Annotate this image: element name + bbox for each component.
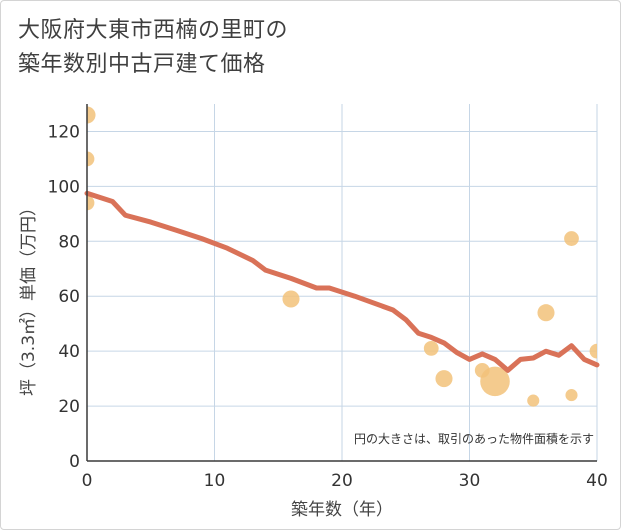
x-tick-label: 20 <box>331 471 353 491</box>
chart-title-line2: 築年数別中古戸建て価格 <box>18 52 266 77</box>
size-legend-note: 円の大きさは、取引のあった物件面積を示す <box>354 431 594 446</box>
x-axis-title: 築年数（年） <box>291 500 393 520</box>
y-tick-label: 0 <box>69 452 80 472</box>
y-tick-label: 60 <box>58 287 80 307</box>
trend-line <box>84 190 600 373</box>
x-tick-label: 10 <box>204 471 226 491</box>
scatter-points <box>87 106 597 407</box>
y-tick-label: 40 <box>58 342 80 362</box>
scatter-point <box>87 106 96 124</box>
scatter-point <box>87 151 95 167</box>
y-tick-label: 20 <box>58 397 80 417</box>
y-tick-label: 120 <box>48 122 80 142</box>
x-tick-label: 0 <box>82 471 93 491</box>
scatter-point <box>282 290 300 308</box>
scatter-point <box>589 343 597 359</box>
scatter-point <box>480 366 510 397</box>
axes <box>86 104 597 462</box>
scatter-point <box>527 394 540 407</box>
chart-title: 大阪府大東市西楠の里町の 築年数別中古戸建て価格 <box>18 14 288 82</box>
grid-lines <box>87 104 598 461</box>
x-tick-label: 40 <box>586 471 608 491</box>
chart-title-line1: 大阪府大東市西楠の里町の <box>18 18 289 43</box>
x-tick-label: 30 <box>459 471 481 491</box>
tick-labels: 0 20 40 60 80 100 120 0 10 20 30 40 <box>48 122 608 491</box>
scatter-point <box>564 231 579 246</box>
trend-line-group <box>84 190 600 373</box>
scatter-point <box>565 389 578 402</box>
y-tick-label: 100 <box>48 177 80 197</box>
scatter-point <box>537 304 555 322</box>
y-axis-title: 坪（3.3㎡）単価（万円） <box>19 199 39 396</box>
scatter-point <box>423 341 439 356</box>
y-tick-label: 80 <box>58 232 80 252</box>
scatter-point <box>435 370 453 388</box>
scatter-point <box>87 195 95 211</box>
